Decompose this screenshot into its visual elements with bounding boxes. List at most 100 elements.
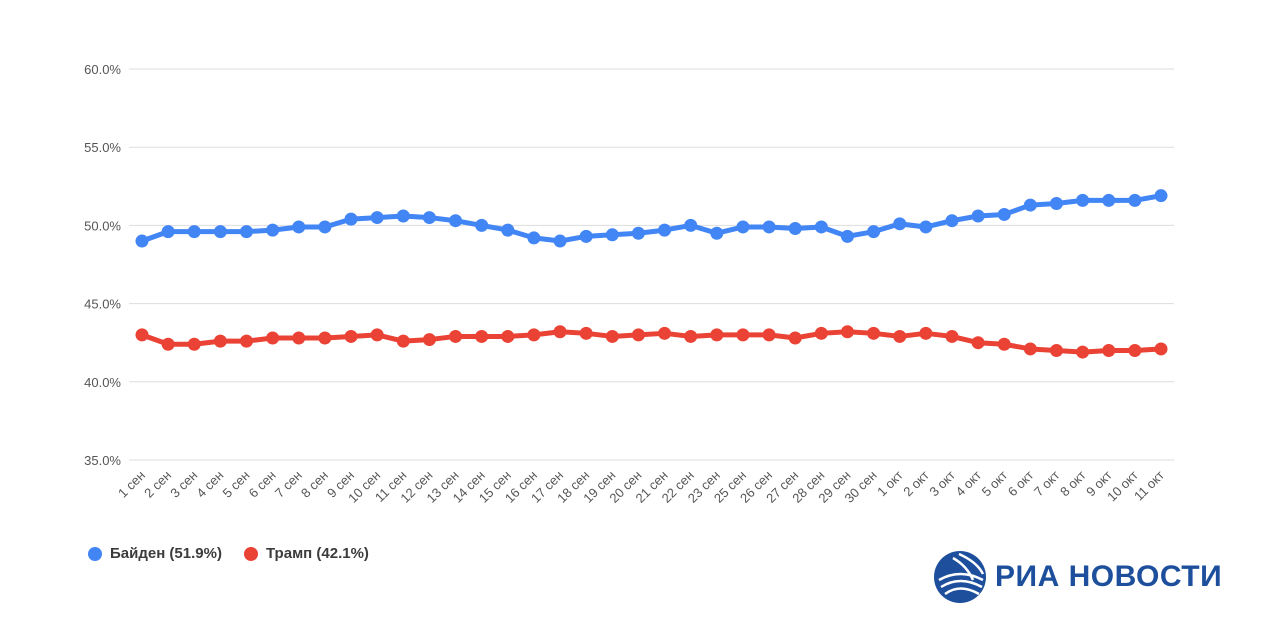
data-point[interactable]	[945, 214, 959, 228]
data-point[interactable]	[605, 329, 619, 343]
data-point[interactable]	[501, 329, 515, 343]
y-tick-label: 45.0%	[84, 297, 121, 312]
data-point[interactable]	[840, 229, 854, 243]
data-point[interactable]	[475, 329, 489, 343]
data-point[interactable]	[266, 223, 280, 237]
data-point[interactable]	[1154, 342, 1168, 356]
data-point[interactable]	[396, 209, 410, 223]
data-point[interactable]	[684, 218, 698, 232]
data-point[interactable]	[893, 217, 907, 231]
data-point[interactable]	[867, 225, 881, 239]
data-point[interactable]	[710, 328, 724, 342]
data-point[interactable]	[971, 336, 985, 350]
data-point[interactable]	[553, 325, 567, 339]
data-point[interactable]	[867, 326, 881, 340]
data-point[interactable]	[1049, 344, 1063, 358]
x-tick-label: 5 сен	[220, 468, 253, 501]
legend-item-trump[interactable]: Трамп (42.1%)	[243, 545, 369, 562]
data-point[interactable]	[1154, 189, 1168, 203]
data-point[interactable]	[736, 220, 750, 234]
y-tick-label: 55.0%	[84, 140, 121, 155]
data-point[interactable]	[527, 328, 541, 342]
data-point[interactable]	[710, 226, 724, 240]
data-point[interactable]	[344, 212, 358, 226]
x-tick-label: 1 окт	[874, 467, 906, 499]
data-point[interactable]	[527, 231, 541, 245]
data-point[interactable]	[579, 229, 593, 243]
x-tick-label: 6 окт	[1005, 467, 1037, 499]
data-point[interactable]	[449, 214, 463, 228]
data-point[interactable]	[292, 331, 306, 345]
data-point[interactable]	[240, 334, 254, 348]
data-point[interactable]	[396, 334, 410, 348]
data-point[interactable]	[422, 211, 436, 225]
data-point[interactable]	[449, 329, 463, 343]
data-point[interactable]	[187, 337, 201, 351]
data-point[interactable]	[1076, 193, 1090, 207]
data-point[interactable]	[971, 209, 985, 223]
data-point[interactable]	[1023, 198, 1037, 212]
data-point[interactable]	[605, 228, 619, 242]
data-point[interactable]	[475, 218, 489, 232]
logo-text: РИА НОВОСТИ	[995, 560, 1223, 593]
data-point[interactable]	[762, 328, 776, 342]
data-point[interactable]	[919, 326, 933, 340]
x-tick-label: 2 окт	[900, 467, 932, 499]
data-point[interactable]	[161, 337, 175, 351]
data-point[interactable]	[161, 225, 175, 239]
data-point[interactable]	[213, 334, 227, 348]
data-point[interactable]	[135, 234, 149, 248]
data-point[interactable]	[762, 220, 776, 234]
x-tick-label: 1 сен	[115, 468, 148, 501]
data-point[interactable]	[1102, 344, 1116, 358]
data-point[interactable]	[240, 225, 254, 239]
legend-item-biden[interactable]: Байден (51.9%)	[88, 545, 222, 562]
x-tick-label: 3 окт	[926, 467, 958, 499]
data-point[interactable]	[266, 331, 280, 345]
data-point[interactable]	[788, 331, 802, 345]
data-point[interactable]	[213, 225, 227, 239]
data-point[interactable]	[997, 337, 1011, 351]
data-point[interactable]	[1023, 342, 1037, 356]
data-point[interactable]	[893, 329, 907, 343]
data-point[interactable]	[501, 223, 515, 237]
data-point[interactable]	[1102, 193, 1116, 207]
data-point[interactable]	[135, 328, 149, 342]
data-point[interactable]	[1128, 193, 1142, 207]
data-point[interactable]	[631, 328, 645, 342]
data-point[interactable]	[1128, 344, 1142, 358]
x-tick-label: 2 сен	[141, 468, 174, 501]
data-point[interactable]	[945, 329, 959, 343]
data-point[interactable]	[840, 325, 854, 339]
data-point[interactable]	[422, 333, 436, 347]
x-tick-label: 4 сен	[193, 468, 226, 501]
data-point[interactable]	[1076, 345, 1090, 359]
data-point[interactable]	[579, 326, 593, 340]
data-point[interactable]	[370, 328, 384, 342]
data-point[interactable]	[684, 329, 698, 343]
data-point[interactable]	[788, 222, 802, 236]
series-line-1	[139, 329, 1164, 355]
data-point[interactable]	[631, 226, 645, 240]
x-tick-label: 11 окт	[1131, 467, 1167, 503]
data-point[interactable]	[919, 220, 933, 234]
y-tick-label: 50.0%	[84, 218, 121, 233]
data-point[interactable]	[370, 211, 384, 225]
data-point[interactable]	[553, 234, 567, 248]
data-point[interactable]	[318, 220, 332, 234]
data-point[interactable]	[658, 326, 672, 340]
legend-label-biden: Байден (51.9%)	[110, 545, 222, 562]
data-point[interactable]	[344, 329, 358, 343]
data-point[interactable]	[292, 220, 306, 234]
data-point[interactable]	[1049, 197, 1063, 211]
x-tick-label: 8 окт	[1057, 467, 1089, 499]
grid-lines	[129, 68, 1174, 461]
data-point[interactable]	[318, 331, 332, 345]
data-point[interactable]	[736, 328, 750, 342]
data-point[interactable]	[814, 220, 828, 234]
data-point[interactable]	[997, 207, 1011, 221]
data-point[interactable]	[187, 225, 201, 239]
data-point[interactable]	[658, 223, 672, 237]
data-point[interactable]	[814, 326, 828, 340]
